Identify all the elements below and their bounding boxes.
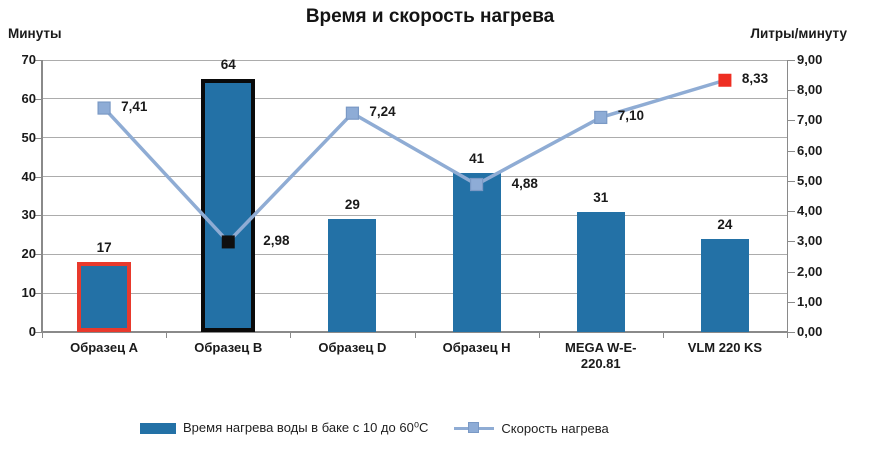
line-value-label: 7,41 xyxy=(121,99,148,115)
x-axis-tick-mark xyxy=(290,332,292,338)
bar-value-label: 17 xyxy=(96,239,112,255)
left-axis-unit-label: Минуты xyxy=(8,26,62,41)
line-marker xyxy=(221,235,235,249)
left-axis-line xyxy=(41,60,43,332)
bar xyxy=(452,172,501,332)
bar xyxy=(77,261,132,332)
left-tick-mark xyxy=(35,60,42,61)
right-axis-line xyxy=(786,60,788,336)
bar xyxy=(700,238,749,332)
x-axis-tick-mark xyxy=(414,332,416,338)
grid-line xyxy=(42,292,787,294)
bar-value-label: 31 xyxy=(593,189,609,205)
right-tick-mark xyxy=(788,211,795,213)
legend-label-line-series: Скорость нагрева xyxy=(501,420,609,436)
line-value-label: 7,10 xyxy=(617,108,645,124)
line-series-swatch-icon xyxy=(454,422,495,434)
grid-line xyxy=(42,253,787,255)
right-axis-tick-label: 6,00 xyxy=(797,142,823,158)
right-axis-unit-label: Литры/минуту xyxy=(750,26,847,41)
category-axis-label: Образец A xyxy=(70,340,139,355)
left-tick-mark xyxy=(35,293,42,295)
left-axis-tick-label: 20 xyxy=(21,246,36,262)
right-tick-mark xyxy=(788,60,795,61)
line-value-label: 8,33 xyxy=(741,71,769,87)
line-marker xyxy=(345,106,360,120)
bar-value-label: 41 xyxy=(469,150,485,166)
bar-value-label: 29 xyxy=(344,197,360,213)
left-axis-tick-label: 50 xyxy=(21,129,36,145)
legend-label-bar-series: Время нагрева воды в баке с 10 до 60⁰C xyxy=(183,420,429,435)
left-axis-tick-label: 40 xyxy=(21,168,36,184)
bar-value-label: 24 xyxy=(717,216,733,232)
left-tick-mark xyxy=(35,137,42,139)
left-axis-tick-label: 0 xyxy=(28,324,36,339)
right-tick-mark xyxy=(788,332,795,333)
right-tick-mark xyxy=(788,150,795,152)
line-value-label: 4,88 xyxy=(511,175,538,191)
bar-series-swatch-icon xyxy=(140,422,176,434)
x-axis-tick-mark xyxy=(538,332,540,338)
right-axis-tick-label: 9,00 xyxy=(797,52,823,67)
bar xyxy=(201,79,256,332)
right-axis-tick-label: 8,00 xyxy=(797,82,823,98)
right-axis-tick-label: 7,00 xyxy=(797,112,823,128)
left-tick-mark xyxy=(35,332,42,333)
chart-title: Время и скорость нагрева xyxy=(305,6,555,27)
x-axis-tick-mark xyxy=(787,332,788,338)
right-tick-mark xyxy=(788,90,795,92)
x-axis-tick-mark xyxy=(662,332,664,338)
bar xyxy=(328,219,377,332)
grid-line xyxy=(42,98,787,100)
right-axis-tick-label: 2,00 xyxy=(797,263,823,279)
legend-item-line-series: Скорость нагрева xyxy=(454,420,609,436)
right-axis-tick-label: 0,00 xyxy=(797,324,823,339)
legend-item-bar-series: Время нагрева воды в баке с 10 до 60⁰C xyxy=(140,420,428,436)
legend: Время нагрева воды в баке с 10 до 60⁰C С… xyxy=(140,420,609,436)
category-axis-label: MEGA W-E-220.81 xyxy=(565,340,637,372)
grid-line xyxy=(42,176,787,178)
line-marker xyxy=(594,110,608,125)
grid-line xyxy=(42,214,787,216)
grid-line xyxy=(42,59,787,61)
right-tick-mark xyxy=(788,241,795,243)
line-value-label: 2,98 xyxy=(263,232,290,248)
left-tick-mark xyxy=(35,176,42,178)
bar-value-label: 64 xyxy=(220,57,236,73)
right-axis-tick-label: 1,00 xyxy=(797,293,823,309)
right-axis-tick-label: 4,00 xyxy=(797,203,823,219)
left-tick-mark xyxy=(35,98,42,100)
line-marker xyxy=(718,73,732,87)
line-marker xyxy=(469,177,484,192)
category-axis-label: Образец H xyxy=(442,340,511,355)
left-axis-tick-label: 30 xyxy=(21,207,36,223)
right-tick-mark xyxy=(788,180,795,182)
line-marker xyxy=(97,101,111,115)
left-axis-tick-label: 10 xyxy=(21,285,36,301)
left-axis-tick-label: 70 xyxy=(21,52,36,67)
category-axis-label: VLM 220 KS xyxy=(687,340,763,355)
line-value-label: 7,24 xyxy=(369,104,396,120)
right-axis-tick-label: 3,00 xyxy=(797,233,823,249)
x-axis-tick-mark xyxy=(166,332,168,338)
right-tick-mark xyxy=(788,271,795,273)
grid-line xyxy=(42,137,787,139)
category-axis-label: Образец D xyxy=(318,340,387,355)
right-tick-mark xyxy=(788,120,795,122)
left-tick-mark xyxy=(35,254,42,256)
category-axis-label: Образец B xyxy=(194,340,263,355)
right-axis-tick-label: 5,00 xyxy=(797,172,823,188)
left-axis-tick-label: 60 xyxy=(21,90,36,106)
x-axis-tick-mark xyxy=(42,332,43,338)
right-tick-mark xyxy=(788,301,795,303)
left-tick-mark xyxy=(35,215,42,217)
bar xyxy=(576,211,625,332)
line-path xyxy=(102,78,726,245)
